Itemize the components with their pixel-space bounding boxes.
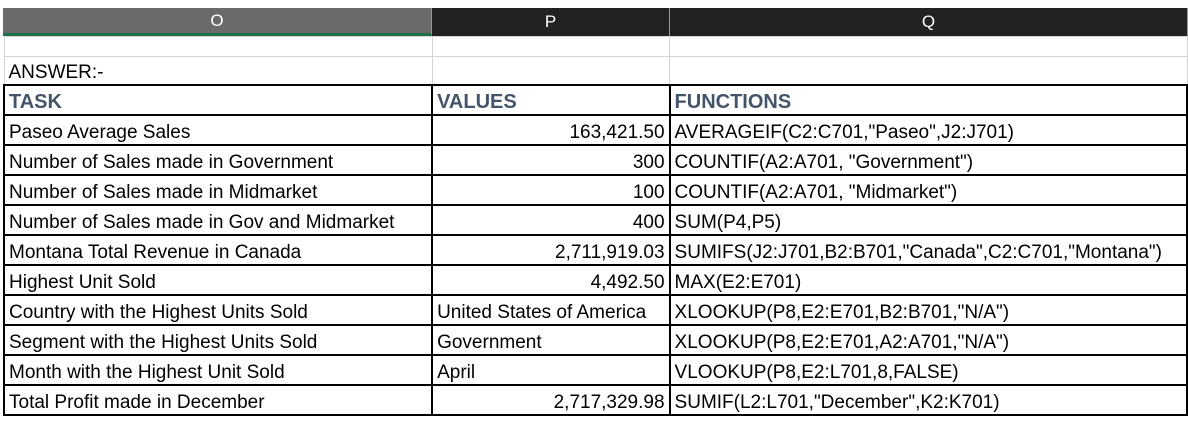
table-row: Montana Total Revenue in Canada 2,711,91… xyxy=(2,233,1188,266)
value-cell[interactable]: Government xyxy=(431,323,671,356)
spreadsheet-grid: ANSWER:- TASK VALUES FUNCTIONS Paseo Ave… xyxy=(2,36,1188,416)
task-cell[interactable]: Country with the Highest Units Sold xyxy=(2,293,434,326)
function-cell[interactable]: XLOOKUP(P8,E2:E701,A2:A701,"N/A") xyxy=(668,323,1188,356)
answer-row: ANSWER:- xyxy=(3,56,1188,85)
task-cell[interactable]: Number of Sales made in Government xyxy=(2,143,434,176)
table-row: Segment with the Highest Units Sold Gove… xyxy=(2,323,1188,356)
table-header-row: TASK VALUES FUNCTIONS xyxy=(2,83,1188,116)
column-header-bar: O P Q xyxy=(3,8,1188,36)
value-cell[interactable]: 2,711,919.03 xyxy=(431,233,671,266)
function-cell[interactable]: COUNTIF(A2:A701, "Government") xyxy=(668,143,1188,176)
task-cell[interactable]: Total Profit made in December xyxy=(2,383,434,416)
value-cell[interactable]: 300 xyxy=(431,143,671,176)
function-cell[interactable]: XLOOKUP(P8,E2:E701,B2:B701,"N/A") xyxy=(668,293,1188,326)
table-row: Country with the Highest Units Sold Unit… xyxy=(2,293,1188,326)
function-cell[interactable]: AVERAGEIF(C2:C701,"Paseo",J2:J701) xyxy=(668,113,1188,146)
header-values[interactable]: VALUES xyxy=(431,83,671,116)
value-cell[interactable]: 4,492.50 xyxy=(431,263,671,296)
column-header-p[interactable]: P xyxy=(432,8,670,36)
empty-row xyxy=(3,36,1188,57)
table-row: Highest Unit Sold 4,492.50 MAX(E2:E701) xyxy=(2,263,1188,296)
cell[interactable] xyxy=(669,36,1188,57)
value-cell[interactable]: 400 xyxy=(431,203,671,236)
task-cell[interactable]: Segment with the Highest Units Sold xyxy=(2,323,434,356)
answer-label-cell[interactable]: ANSWER:- xyxy=(3,56,433,85)
task-cell[interactable]: Number of Sales made in Gov and Midmarke… xyxy=(2,203,434,236)
table-row: Month with the Highest Unit Sold April V… xyxy=(2,353,1188,386)
value-cell[interactable]: 163,421.50 xyxy=(431,113,671,146)
table-row: Paseo Average Sales 163,421.50 AVERAGEIF… xyxy=(2,113,1188,146)
cell[interactable] xyxy=(669,56,1188,85)
table-row: Total Profit made in December 2,717,329.… xyxy=(2,383,1188,416)
task-cell[interactable]: Montana Total Revenue in Canada xyxy=(2,233,434,266)
function-cell[interactable]: VLOOKUP(P8,E2:L701,8,FALSE) xyxy=(668,353,1188,386)
function-cell[interactable]: SUMIFS(J2:J701,B2:B701,"Canada",C2:C701,… xyxy=(668,233,1188,266)
task-cell[interactable]: Number of Sales made in Midmarket xyxy=(2,173,434,206)
task-cell[interactable]: Paseo Average Sales xyxy=(2,113,434,146)
function-cell[interactable]: MAX(E2:E701) xyxy=(668,263,1188,296)
column-header-o[interactable]: O xyxy=(3,8,432,36)
function-cell[interactable]: SUM(P4,P5) xyxy=(668,203,1188,236)
function-cell[interactable]: COUNTIF(A2:A701, "Midmarket") xyxy=(668,173,1188,206)
header-functions[interactable]: FUNCTIONS xyxy=(668,83,1188,116)
column-header-q[interactable]: Q xyxy=(670,8,1188,36)
table-row: Number of Sales made in Government 300 C… xyxy=(2,143,1188,176)
value-cell[interactable]: 100 xyxy=(431,173,671,206)
cell[interactable] xyxy=(431,36,671,57)
task-cell[interactable]: Month with the Highest Unit Sold xyxy=(2,353,434,386)
header-task[interactable]: TASK xyxy=(2,83,434,116)
task-cell[interactable]: Highest Unit Sold xyxy=(2,263,434,296)
table-row: Number of Sales made in Midmarket 100 CO… xyxy=(2,173,1188,206)
cell[interactable] xyxy=(3,36,433,57)
value-cell[interactable]: 2,717,329.98 xyxy=(431,383,671,416)
value-cell[interactable]: April xyxy=(431,353,671,386)
value-cell[interactable]: United States of America xyxy=(431,293,671,326)
table-row: Number of Sales made in Gov and Midmarke… xyxy=(2,203,1188,236)
function-cell[interactable]: SUMIF(L2:L701,"December",K2:K701) xyxy=(668,383,1188,416)
cell[interactable] xyxy=(431,56,671,85)
